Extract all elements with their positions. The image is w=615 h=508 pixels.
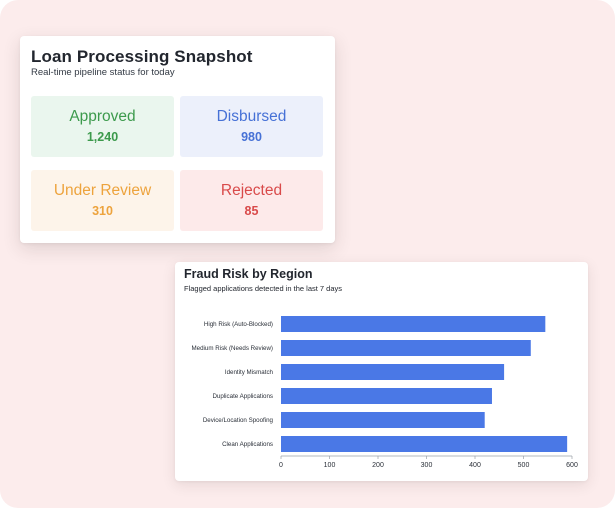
x-tick-label-200: 200 bbox=[372, 462, 384, 469]
x-tick-label-0: 0 bbox=[279, 462, 283, 469]
category-label-5: Device/Location Spoofing bbox=[203, 417, 274, 424]
x-tick-label-500: 500 bbox=[518, 462, 530, 469]
x-tick-label-300: 300 bbox=[421, 462, 433, 469]
loan-snapshot-card: Loan Processing Snapshot Real-time pipel… bbox=[20, 36, 335, 243]
disbursed-label: Disbursed bbox=[216, 108, 287, 125]
fraud-bar-chart: High Risk (Auto-Blocked) Medium Risk (Nee… bbox=[192, 316, 578, 469]
disbursed-count: 980 bbox=[241, 130, 262, 144]
under-review-label: Under Review bbox=[53, 182, 152, 199]
under-review-count: 310 bbox=[92, 204, 113, 218]
category-label-6: Clean Applications bbox=[222, 441, 273, 448]
x-tick-label-400: 400 bbox=[469, 462, 481, 469]
approved-tile: Approved 1,240 bbox=[31, 96, 174, 157]
approved-count: 1,240 bbox=[86, 130, 119, 144]
under-review-tile: Under Review 310 bbox=[31, 170, 174, 231]
snapshot-subtitle: Real-time pipeline status for today bbox=[31, 67, 175, 78]
category-label-3: Identity Mismatch bbox=[225, 369, 274, 376]
bar-5 bbox=[281, 412, 485, 428]
bar-2 bbox=[281, 340, 531, 356]
bar-4 bbox=[281, 388, 492, 404]
bar-1 bbox=[281, 316, 546, 332]
rejected-count: 85 bbox=[244, 204, 259, 218]
bar-3 bbox=[281, 364, 505, 380]
disbursed-tile: Disbursed 980 bbox=[180, 96, 323, 157]
fraud-chart-title: Fraud Risk by Region bbox=[184, 267, 313, 281]
category-label-1: High Risk (Auto-Blocked) bbox=[204, 321, 273, 328]
snapshot-title: Loan Processing Snapshot bbox=[31, 47, 253, 66]
x-tick-label-100: 100 bbox=[324, 462, 336, 469]
category-label-4: Duplicate Applications bbox=[212, 393, 273, 400]
x-tick-label-600: 600 bbox=[566, 462, 578, 469]
rejected-tile: Rejected 85 bbox=[180, 170, 323, 231]
fraud-chart-subtitle: Flagged applications detected in the las… bbox=[184, 284, 343, 293]
rejected-label: Rejected bbox=[220, 182, 283, 199]
bar-6 bbox=[281, 436, 568, 452]
approved-label: Approved bbox=[69, 108, 136, 125]
category-label-2: Medium Risk (Needs Review) bbox=[192, 345, 274, 352]
fraud-risk-card: Fraud Risk by Region Flagged application… bbox=[175, 262, 588, 481]
